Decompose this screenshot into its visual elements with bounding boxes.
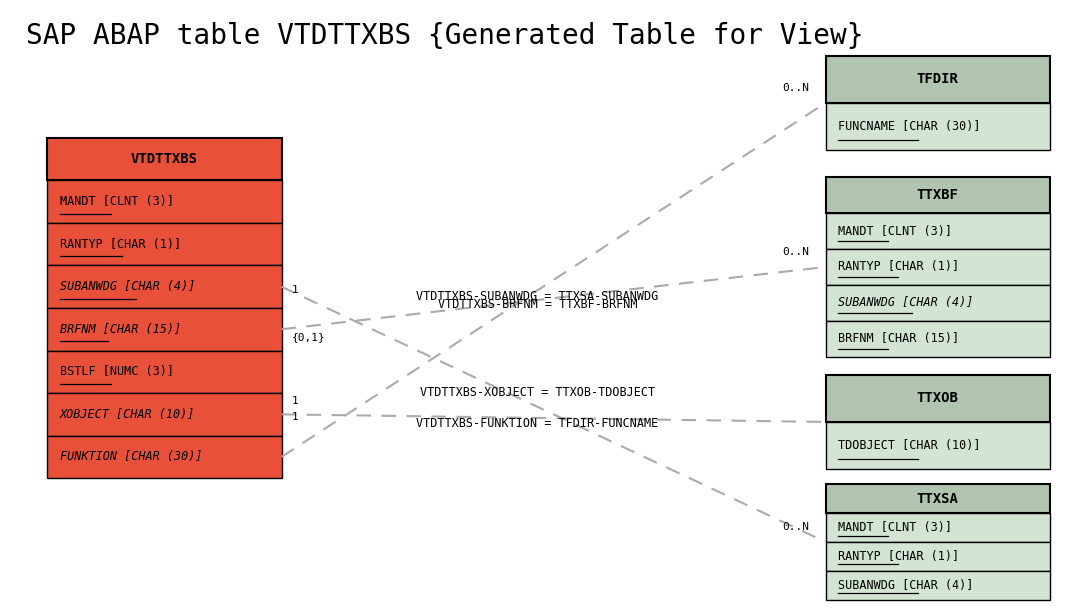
Text: SAP ABAP table VTDTTXBS {Generated Table for View}: SAP ABAP table VTDTTXBS {Generated Table… xyxy=(25,22,863,51)
Text: VTDTTXBS: VTDTTXBS xyxy=(130,152,198,166)
Text: 1: 1 xyxy=(292,396,299,406)
FancyBboxPatch shape xyxy=(825,321,1050,357)
FancyBboxPatch shape xyxy=(825,422,1050,469)
FancyBboxPatch shape xyxy=(47,393,282,436)
Text: TTXBF: TTXBF xyxy=(916,188,959,202)
Text: RANTYP [CHAR (1)]: RANTYP [CHAR (1)] xyxy=(60,238,180,251)
Text: 0..N: 0..N xyxy=(783,522,810,532)
Text: MANDT [CLNT (3)]: MANDT [CLNT (3)] xyxy=(838,225,952,238)
FancyBboxPatch shape xyxy=(47,351,282,393)
FancyBboxPatch shape xyxy=(825,375,1050,422)
Text: BSTLF [NUMC (3)]: BSTLF [NUMC (3)] xyxy=(60,365,174,378)
Text: SUBANWDG [CHAR (4)]: SUBANWDG [CHAR (4)] xyxy=(60,280,195,293)
Text: 1: 1 xyxy=(292,412,299,423)
Text: BRFNM [CHAR (15)]: BRFNM [CHAR (15)] xyxy=(60,323,180,336)
Text: TTXSA: TTXSA xyxy=(916,492,959,506)
Text: TDOBJECT [CHAR (10)]: TDOBJECT [CHAR (10)] xyxy=(838,439,980,452)
Text: VTDTTXBS-FUNKTION = TFDIR-FUNCNAME: VTDTTXBS-FUNKTION = TFDIR-FUNCNAME xyxy=(416,416,659,429)
Text: MANDT [CLNT (3)]: MANDT [CLNT (3)] xyxy=(60,195,174,208)
Text: MANDT [CLNT (3)]: MANDT [CLNT (3)] xyxy=(838,521,952,534)
Text: XOBJECT [CHAR (10)]: XOBJECT [CHAR (10)] xyxy=(60,408,195,421)
Text: RANTYP [CHAR (1)]: RANTYP [CHAR (1)] xyxy=(838,261,960,274)
Text: VTDTTXBS-SUBANWDG = TTXSA-SUBANWDG: VTDTTXBS-SUBANWDG = TTXSA-SUBANWDG xyxy=(416,290,659,303)
Text: VTDTTXBS-BRFNM = TTXBF-BRFNM: VTDTTXBS-BRFNM = TTXBF-BRFNM xyxy=(438,298,637,311)
FancyBboxPatch shape xyxy=(47,308,282,351)
FancyBboxPatch shape xyxy=(825,103,1050,150)
FancyBboxPatch shape xyxy=(825,285,1050,321)
FancyBboxPatch shape xyxy=(825,542,1050,571)
Text: FUNCNAME [CHAR (30)]: FUNCNAME [CHAR (30)] xyxy=(838,120,980,133)
FancyBboxPatch shape xyxy=(825,56,1050,103)
FancyBboxPatch shape xyxy=(825,213,1050,249)
FancyBboxPatch shape xyxy=(47,223,282,265)
Text: {0,1}: {0,1} xyxy=(292,332,326,342)
FancyBboxPatch shape xyxy=(47,180,282,223)
FancyBboxPatch shape xyxy=(825,249,1050,285)
Text: 1: 1 xyxy=(292,285,299,295)
FancyBboxPatch shape xyxy=(825,484,1050,513)
Text: BRFNM [CHAR (15)]: BRFNM [CHAR (15)] xyxy=(838,332,960,345)
Text: 0..N: 0..N xyxy=(783,83,810,93)
FancyBboxPatch shape xyxy=(47,436,282,478)
Text: TFDIR: TFDIR xyxy=(916,72,959,86)
Text: 0..N: 0..N xyxy=(783,247,810,257)
Text: VTDTTXBS-XOBJECT = TTXOB-TDOBJECT: VTDTTXBS-XOBJECT = TTXOB-TDOBJECT xyxy=(420,386,655,399)
FancyBboxPatch shape xyxy=(47,265,282,308)
Text: SUBANWDG [CHAR (4)]: SUBANWDG [CHAR (4)] xyxy=(838,579,974,592)
FancyBboxPatch shape xyxy=(825,571,1050,600)
Text: FUNKTION [CHAR (30)]: FUNKTION [CHAR (30)] xyxy=(60,450,202,463)
FancyBboxPatch shape xyxy=(47,138,282,180)
Text: TTXOB: TTXOB xyxy=(916,391,959,405)
FancyBboxPatch shape xyxy=(825,177,1050,213)
Text: RANTYP [CHAR (1)]: RANTYP [CHAR (1)] xyxy=(838,550,960,563)
Text: SUBANWDG [CHAR (4)]: SUBANWDG [CHAR (4)] xyxy=(838,296,974,309)
FancyBboxPatch shape xyxy=(825,513,1050,542)
